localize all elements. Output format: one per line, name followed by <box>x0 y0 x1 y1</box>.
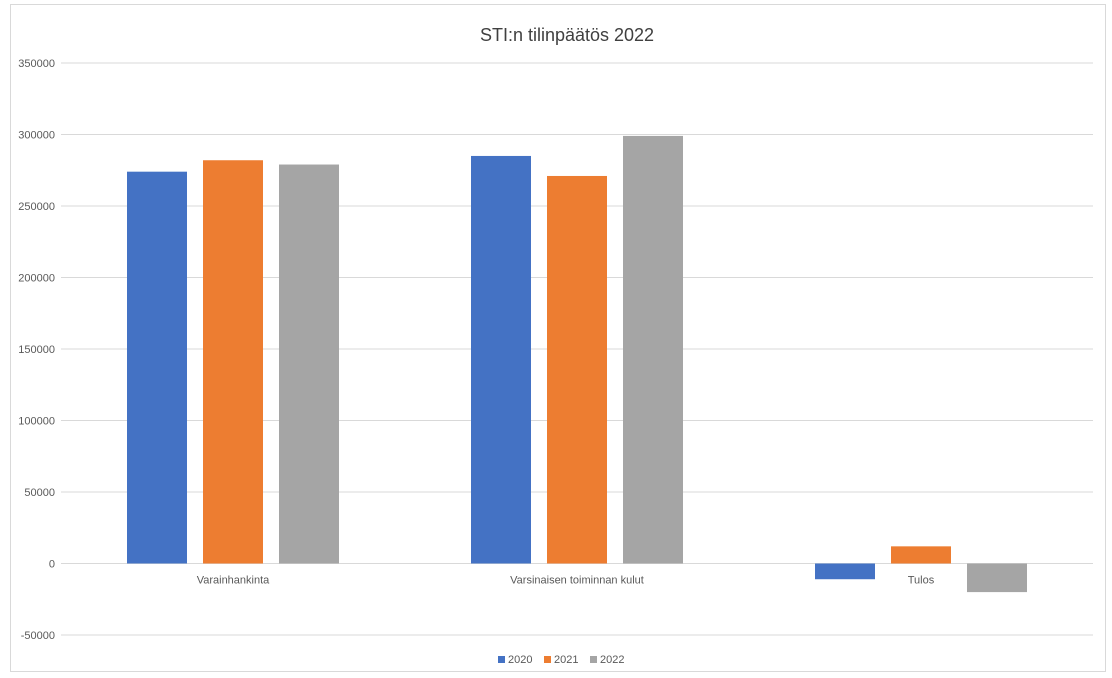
chart-title: STI:n tilinpäätös 2022 <box>480 25 654 45</box>
bar-2021-0 <box>203 160 263 564</box>
legend: 2020 2021 2022 <box>498 654 624 666</box>
bar-2022-1 <box>623 135 683 564</box>
bar-2020-0 <box>127 171 187 564</box>
legend-swatch-2022 <box>590 656 597 663</box>
legend-swatch-2021 <box>544 656 551 663</box>
legend-swatch-2020 <box>498 656 505 663</box>
bar-2021-2 <box>891 546 951 564</box>
bar-2020-1 <box>471 155 531 564</box>
bars <box>127 135 1027 593</box>
y-tick-label: 250000 <box>18 201 55 213</box>
chart-frame: STI:n tilinpäätös 2022 -50000 0 50000 10000… <box>10 4 1106 672</box>
y-tick-label: 350000 <box>18 58 55 70</box>
bar-2021-1 <box>547 175 607 564</box>
y-tick-label: 50000 <box>24 487 55 499</box>
bar-2020-2 <box>815 563 875 580</box>
y-tick-label: 200000 <box>18 273 55 285</box>
category-label: Varainhankinta <box>197 575 270 587</box>
legend-label-2022: 2022 <box>600 654 624 666</box>
bar-2022-0 <box>279 164 339 564</box>
y-tick-label: 100000 <box>18 416 55 428</box>
chart-svg: STI:n tilinpäätös 2022 -50000 0 50000 10000… <box>18 25 1093 666</box>
legend-label-2020: 2020 <box>508 654 532 666</box>
legend-label-2021: 2021 <box>554 654 578 666</box>
y-tick-label: 0 <box>49 559 55 571</box>
y-tick-label: 300000 <box>18 130 55 142</box>
y-tick-label: 150000 <box>18 344 55 356</box>
y-tick-label: -50000 <box>21 630 55 642</box>
category-labels: Varainhankinta Varsinaisen toiminnan kulu… <box>197 575 935 587</box>
y-axis-ticks: -50000 0 50000 100000 150000 200000 250000 3000… <box>18 58 55 642</box>
category-label: Tulos <box>908 575 935 587</box>
bar-2022-2 <box>967 563 1027 593</box>
category-label: Varsinaisen toiminnan kulut <box>510 575 644 587</box>
